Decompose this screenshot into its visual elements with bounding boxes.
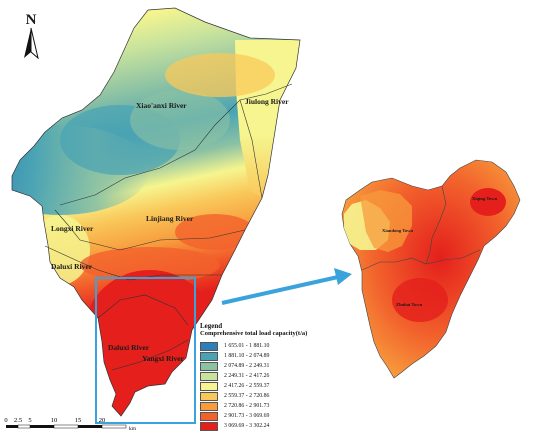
legend-swatch	[200, 401, 218, 411]
legend-item: 2 249.31 - 2 417.26	[200, 371, 330, 381]
legend-swatch	[200, 421, 218, 431]
scale-tick-5: 20	[99, 417, 106, 424]
towns-region	[341, 159, 521, 379]
label-longxi-river: Longxi River	[51, 224, 94, 233]
scale-bar: 0 2.5 5 10 15 20 km	[4, 417, 136, 432]
legend-items: 1 655.01 - 1 881.10 1 881.10 - 2 074.89 2 …	[200, 341, 330, 431]
watershed-boundaries	[44, 83, 293, 371]
legend-item: 2 074.89 - 2 249.31	[200, 361, 330, 371]
north-label: N	[26, 12, 37, 28]
label-xiaoanxi-river: Xiao'anxi River	[136, 101, 187, 110]
legend-range: 2 901.73 - 3 069.69	[224, 413, 270, 419]
label-linjiang-river: Linjiang River	[146, 214, 194, 223]
legend-swatch	[200, 371, 218, 381]
scale-tick-4: 15	[75, 417, 82, 424]
enlargement-arrow	[221, 268, 352, 305]
legend-swatch	[200, 361, 218, 371]
label-zhuhai-town: Zhuhai Town	[396, 302, 423, 307]
legend-range: 2 417.26 - 2 559.37	[224, 383, 270, 389]
legend-item: 2 417.26 - 2 559.37	[200, 381, 330, 391]
label-daluxi-river-lower: Daluxi River	[108, 343, 150, 352]
legend-title: Legend	[200, 322, 223, 330]
scale-tick-1: 2.5	[14, 417, 22, 424]
legend-swatch	[200, 391, 218, 401]
legend-swatch	[200, 351, 218, 361]
legend-range: 1 881.10 - 2 074.89	[224, 353, 270, 359]
scale-unit: km	[129, 426, 137, 432]
legend-swatch	[200, 411, 218, 421]
legend-range: 2 720.86 - 2 901.73	[224, 403, 270, 409]
legend: Legend Comprehensive total load capacity…	[200, 322, 330, 431]
legend-item: 1 655.01 - 1 881.10	[200, 341, 330, 351]
legend-subtitle: Comprehensive total load capacity(t/a)	[200, 330, 308, 337]
legend-range: 2 074.89 - 2 249.31	[224, 363, 270, 369]
legend-range: 3 069.69 - 3 302.24	[224, 423, 270, 429]
enlargement-box	[95, 277, 196, 424]
legend-range: 2 249.31 - 2 417.26	[224, 373, 270, 379]
label-xiqing-town: Xiqing Town	[472, 196, 498, 201]
scale-tick-3: 10	[51, 417, 58, 424]
scale-tick-2: 5	[28, 417, 31, 424]
legend-item: 2 720.86 - 2 901.73	[200, 401, 330, 411]
north-arrow: N	[24, 12, 39, 60]
scale-tick-0: 0	[4, 417, 7, 424]
label-yangxi-river: Yangxi River	[142, 354, 185, 363]
legend-swatch	[200, 381, 218, 391]
label-xiandong-town: Xiandong Town	[382, 228, 413, 233]
label-daluxi-river-upper: Daluxi River	[51, 262, 93, 271]
legend-item: 3 069.69 - 3 302.24	[200, 421, 330, 431]
legend-swatch	[200, 341, 218, 351]
legend-range: 1 655.01 - 1 881.10	[224, 343, 270, 349]
legend-item: 2 901.73 - 3 069.69	[200, 411, 330, 421]
legend-item: 1 881.10 - 2 074.89	[200, 351, 330, 361]
legend-range: 2 559.37 - 2 720.86	[224, 393, 270, 399]
legend-item: 2 559.37 - 2 720.86	[200, 391, 330, 401]
label-jiulong-river: Jiulong River	[245, 97, 289, 106]
